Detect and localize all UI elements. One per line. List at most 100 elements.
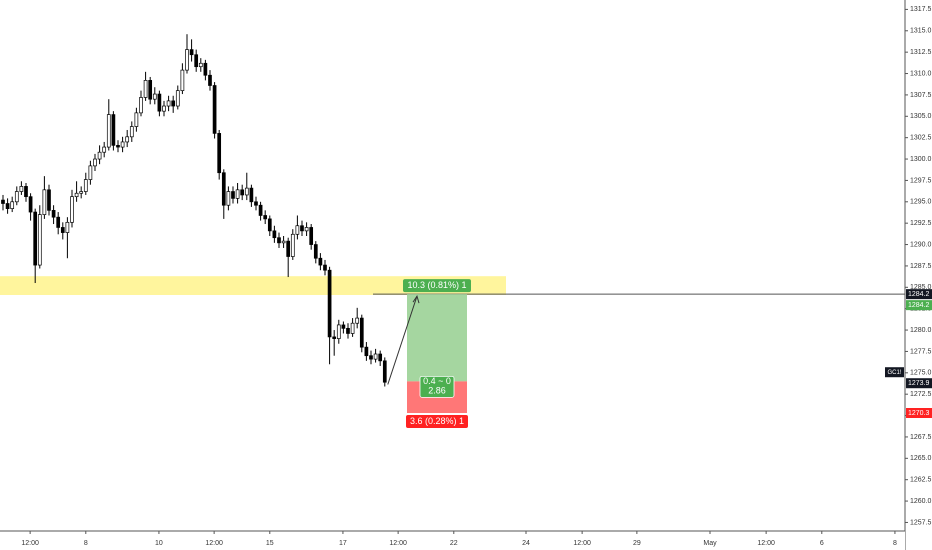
x-tick-label: 6 [820, 540, 824, 547]
candle-body [28, 196, 33, 213]
x-tick-label: 22 [450, 540, 458, 547]
stop-label: 3.6 (0.28%) 1 [410, 416, 464, 426]
candle-body [277, 237, 281, 244]
candle-body [313, 244, 318, 259]
candle-body [24, 186, 28, 198]
candle-body [327, 269, 332, 338]
candle-body [373, 353, 378, 360]
stats-text: 2.86 [428, 386, 446, 396]
candle-body [134, 112, 139, 127]
candle-body [106, 114, 111, 148]
candle-body [102, 146, 107, 153]
candle-body [83, 179, 88, 192]
arrow [387, 295, 418, 385]
candle-body [88, 165, 93, 180]
x-tick-label: 12:00 [21, 540, 39, 547]
candle-body [369, 355, 373, 360]
candle-body [47, 189, 51, 211]
candle-body [309, 227, 314, 245]
candle-body [290, 233, 295, 257]
y-tick-label: 1280.0 [910, 327, 932, 334]
candle-body [212, 85, 217, 134]
y-tick-label: 1287.5 [910, 263, 932, 270]
candle-body [166, 100, 171, 107]
candle-body [65, 221, 70, 233]
candle-body [286, 240, 291, 257]
x-tick-label: 10 [155, 540, 163, 547]
y-tick-label: 1315.0 [910, 28, 932, 35]
candle-body [263, 215, 268, 220]
candle-body [74, 192, 79, 198]
y-tick-label: 1257.5 [910, 519, 932, 526]
candle-body [235, 189, 240, 199]
y-tick-label: 1295.0 [910, 199, 932, 206]
candle-body [185, 49, 189, 71]
candle-body [382, 360, 387, 383]
target-price-tag-box [906, 300, 932, 311]
y-tick-label: 1285.0 [910, 284, 932, 291]
candle-body [318, 257, 323, 266]
candle-body [240, 189, 245, 196]
line-price-tag: 1284.2 [908, 291, 930, 298]
candle-body [152, 93, 157, 100]
y-tick-label: 1262.5 [910, 477, 932, 484]
support-zone [0, 276, 506, 295]
candle-body [304, 227, 309, 232]
symbol-tag-box [885, 367, 904, 378]
x-tick-label: 12:00 [205, 540, 223, 547]
candle-body [70, 196, 74, 223]
y-tick-label: 1305.0 [910, 113, 932, 120]
y-tick-label: 1297.5 [910, 177, 932, 184]
candle-body [116, 145, 120, 148]
x-tick-label: 17 [339, 540, 347, 547]
candle-body [129, 126, 134, 138]
x-tick-label: 12:00 [389, 540, 407, 547]
candle-body [355, 317, 360, 324]
y-tick-label: 1307.5 [910, 92, 932, 99]
candle-body [56, 216, 61, 228]
candle-body [189, 49, 194, 56]
candle-body [332, 336, 337, 339]
candle-body [267, 218, 272, 232]
time-axis [0, 531, 905, 550]
candle-body [272, 230, 277, 239]
candle-body [244, 187, 249, 196]
candle-body [79, 191, 84, 194]
stop-price-tag-box [906, 408, 932, 418]
candle-body [93, 158, 97, 167]
candle-body [171, 100, 176, 107]
candle-body [194, 54, 199, 68]
candle-body [341, 324, 346, 329]
y-tick-label: 1290.0 [910, 241, 932, 248]
candle-body [111, 114, 116, 146]
candle-body [125, 136, 130, 143]
candle-body [378, 353, 383, 362]
x-tick-label: 24 [522, 540, 530, 547]
y-tick-label: 1310.0 [910, 70, 932, 77]
candle-body [226, 191, 231, 206]
candle-body [120, 141, 125, 148]
candle-body [221, 172, 226, 206]
candle-body [323, 264, 327, 271]
y-tick-label: 1300.0 [910, 156, 932, 163]
candle-body [60, 227, 65, 233]
y-tick-label: 1272.5 [910, 391, 932, 398]
candle-body [1, 199, 5, 204]
candle-body [42, 189, 47, 215]
y-tick-label: 1312.5 [910, 49, 932, 56]
candle-body [359, 317, 364, 348]
profit-area [407, 294, 467, 382]
candle-body [295, 225, 300, 235]
candle-body [162, 105, 166, 112]
candle-body [364, 346, 369, 357]
x-tick-label: 12:00 [573, 540, 591, 547]
candle-body [37, 214, 42, 266]
candle-body [217, 133, 222, 174]
y-tick-label: 1302.5 [910, 135, 932, 142]
candle-body [175, 90, 180, 107]
candle-body [180, 69, 185, 91]
x-tick-label: May [703, 540, 717, 547]
y-tick-label: 1317.5 [910, 6, 932, 13]
x-tick-label: 15 [266, 540, 274, 547]
